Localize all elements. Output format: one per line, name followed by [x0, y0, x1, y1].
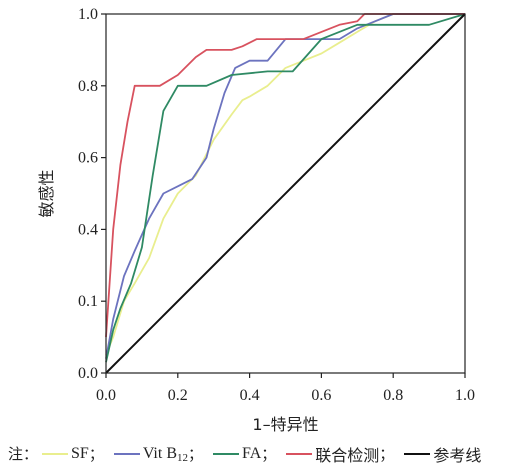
series-line-4 [105, 13, 466, 374]
axis-ticks: 0.0 0.2 0.4 0.6 0.8 1.0 0.0 0.1 0.4 0.6 0.8 1.0 [78, 6, 475, 404]
legend-item-0: SF； [38, 443, 110, 464]
y-tick-label: 0.4 [78, 221, 98, 238]
x-tick-label: 0.2 [168, 387, 188, 404]
legend-swatch [113, 452, 140, 455]
x-axis-label: 1–特异性 [252, 415, 318, 434]
series-line-3 [105, 13, 465, 338]
legend-item-4: 参考线 [400, 442, 481, 466]
legend-swatch [42, 452, 69, 455]
legend-label: 联合检测 [315, 447, 380, 465]
x-tick-label: 1.0 [455, 387, 475, 404]
legend-label: 参考线 [433, 447, 482, 465]
y-tick-label: 0.6 [78, 150, 98, 167]
legend-prefix: 注： [8, 444, 39, 463]
series-line-1 [105, 13, 465, 359]
legend-label: FA [242, 444, 262, 462]
legend-swatch [404, 452, 431, 455]
legend-item-2: FA； [209, 443, 282, 464]
x-tick-label: 0.6 [311, 387, 331, 404]
legend-swatch [286, 452, 313, 455]
y-tick-label: 0.0 [78, 365, 98, 382]
y-tick-label: 0.8 [78, 78, 98, 95]
legend-item-1: Vit B12； [110, 443, 209, 464]
legend-item-3: 联合检测； [282, 442, 400, 466]
legend: 注： SF； Vit B12； FA；联合检测； 参考线 [8, 440, 481, 466]
series-line-0 [105, 13, 465, 356]
x-tick-label: 0.0 [96, 387, 116, 404]
roc-chart: 0.0 0.2 0.4 0.6 0.8 1.0 0.0 0.1 0.4 0.6 0.8 1.0 1–特… [37, 6, 475, 434]
x-tick-label: 0.4 [240, 387, 260, 404]
y-tick-label: 0.1 [78, 293, 98, 310]
series-line-2 [105, 13, 466, 363]
legend-swatch [213, 452, 239, 455]
legend-label: SF [71, 444, 89, 462]
y-axis-label: 敏感性 [37, 169, 56, 217]
x-tick-label: 0.8 [383, 387, 403, 404]
series-lines [105, 13, 466, 374]
y-tick-label: 1.0 [78, 6, 98, 23]
legend-items: SF； Vit B12； FA；联合检测； 参考线 [38, 441, 481, 466]
legend-label: Vit B12 [142, 444, 188, 464]
plot-frame [105, 13, 466, 374]
